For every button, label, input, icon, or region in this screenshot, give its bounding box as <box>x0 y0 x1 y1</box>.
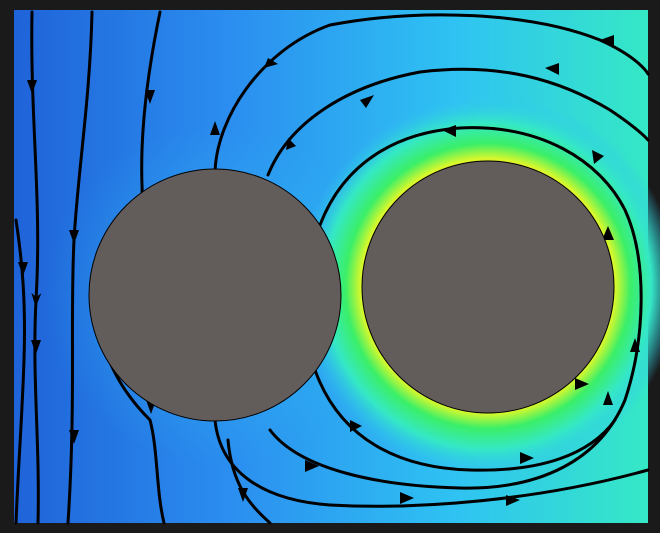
arrowhead <box>603 391 613 405</box>
arrowhead <box>600 35 614 47</box>
streamline <box>213 13 650 177</box>
arrowhead <box>31 340 41 354</box>
arrowhead <box>575 378 589 390</box>
arrowhead <box>506 495 520 506</box>
arrowhead <box>602 226 614 240</box>
arrowhead <box>286 138 296 150</box>
streamline <box>266 67 650 177</box>
arrowhead <box>18 262 28 276</box>
streamline <box>313 368 617 472</box>
arrowhead <box>69 230 79 244</box>
arrowhead <box>350 420 362 432</box>
streamline-arrows <box>18 35 640 506</box>
arrowhead <box>400 492 414 504</box>
arrowhead <box>520 452 534 464</box>
arrowhead <box>238 488 248 502</box>
arrowhead <box>360 95 374 108</box>
arrowhead <box>210 121 220 135</box>
streamline <box>14 218 27 525</box>
arrowhead <box>264 58 278 68</box>
left-cylinder <box>88 168 342 422</box>
right-cylinder <box>361 160 615 414</box>
streamline <box>30 10 42 525</box>
arrowhead <box>305 460 319 472</box>
arrowhead <box>592 150 604 164</box>
arrowhead <box>27 80 37 94</box>
obstacles <box>88 160 615 422</box>
arrowhead <box>442 125 456 137</box>
arrowhead <box>69 430 79 444</box>
arrowhead <box>630 338 640 352</box>
arrowhead <box>145 90 155 104</box>
arrowhead <box>545 63 559 75</box>
